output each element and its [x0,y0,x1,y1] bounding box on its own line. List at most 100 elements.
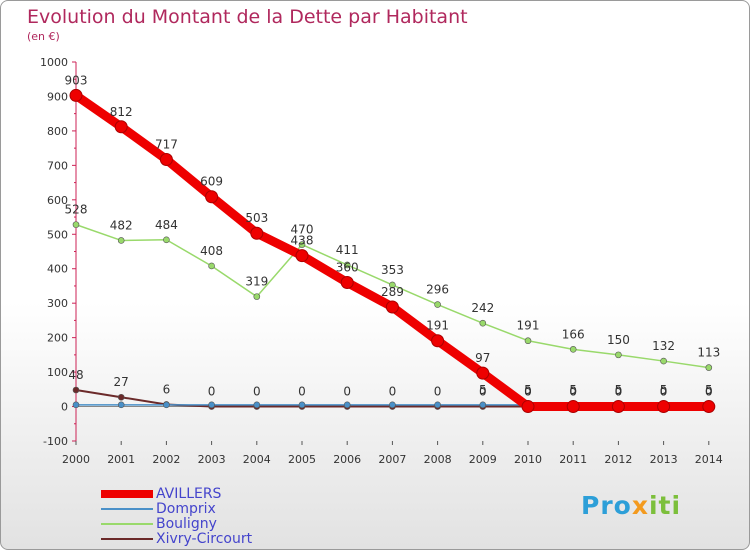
x-tick-label: 2004 [243,453,271,466]
data-label: 528 [65,203,88,217]
data-label: 27 [114,375,129,389]
data-label: 132 [652,339,675,353]
data-label: 438 [291,234,314,248]
y-tick-label: 0 [61,401,68,414]
data-label: 242 [471,301,494,315]
data-point [479,319,487,327]
data-label: 296 [426,283,449,297]
x-tick-label: 2012 [604,453,632,466]
data-point [114,120,128,134]
data-point [208,262,215,270]
data-point [298,241,306,248]
data-point [205,190,219,204]
data-point [389,401,396,409]
data-point [524,337,532,345]
legend-item: Xivry-Circourt [101,531,321,547]
data-label: 191 [426,319,449,333]
data-label: 408 [200,244,223,258]
data-label: 0 [479,385,487,399]
data-label: 470 [291,223,314,237]
data-point [340,276,354,290]
data-point [163,236,170,244]
data-label: 609 [200,175,223,189]
data-label: 0 [208,385,216,399]
data-point [569,346,577,353]
data-label: 812 [110,105,133,119]
x-tick-label: 2009 [469,453,497,466]
legend-swatch [101,490,153,498]
data-label: 0 [524,385,532,399]
y-tick-label: 200 [47,332,68,345]
data-point [72,386,80,394]
legend-swatch [101,538,153,540]
legend: AVILLERS Domprix Bouligny Xivry-Circourt [101,486,321,547]
data-label: 482 [110,218,133,232]
data-label: 289 [381,285,404,299]
data-point [389,281,396,289]
x-tick-label: 2014 [695,453,723,466]
logo-part-3: iti [648,491,682,520]
logo-part-1: Pro [581,491,632,520]
y-tick-label: 300 [47,297,68,310]
data-point [476,366,490,380]
y-tick-label: 100 [47,366,68,379]
data-point [343,401,351,409]
logo-part-2: x [631,491,649,520]
data-point [657,400,671,414]
data-label: 0 [569,385,577,399]
x-tick-label: 2002 [152,453,180,466]
data-point [343,261,351,269]
data-label: 5 [569,383,577,397]
y-tick-label: 1000 [40,56,68,69]
legend-item: AVILLERS [101,486,321,502]
y-tick-label: 500 [47,228,68,241]
x-tick-label: 2008 [424,453,452,466]
y-tick-label: 400 [47,263,68,276]
data-label: 484 [155,218,178,232]
line-chart: -100010020030040050060070080090010002000… [40,56,723,466]
chart-subtitle: (en €) [27,30,60,43]
x-tick-label: 2006 [333,453,361,466]
legend-swatch [101,523,153,525]
chart-title: Evolution du Montant de la Dette par Hab… [27,6,468,28]
data-point [705,364,713,371]
legend-swatch [101,508,153,510]
x-tick-label: 2013 [650,453,678,466]
data-point [298,401,306,409]
data-label: 166 [562,327,585,341]
data-label: 5 [479,383,487,397]
legend-label: Domprix [156,501,216,517]
data-point [434,401,441,409]
data-point [163,401,170,409]
data-point [72,401,80,409]
data-point [250,226,264,240]
data-point [159,153,173,167]
y-tick-label: 800 [47,125,68,138]
data-label: 0 [253,385,261,399]
data-point [431,334,445,348]
x-tick-label: 2011 [559,453,587,466]
x-tick-label: 2007 [378,453,406,466]
proxiti-logo: Proxiti [581,491,681,520]
data-label: 903 [65,73,88,87]
data-label: 191 [517,319,540,333]
data-label: 6 [163,382,171,396]
data-point [295,249,309,263]
data-label: 360 [336,261,359,275]
data-label: 0 [660,385,668,399]
x-tick-label: 2010 [514,453,542,466]
data-point [117,401,125,409]
data-point [566,400,580,414]
data-label: 97 [475,351,490,365]
data-point [117,393,125,401]
data-label: 353 [381,263,404,277]
data-point [253,293,261,300]
data-label: 0 [524,385,532,399]
data-label: 0 [705,385,713,399]
x-tick-label: 2000 [62,453,90,466]
data-point [615,351,622,359]
data-label: 0 [615,385,623,399]
y-tick-label: 900 [47,90,68,103]
data-point [660,357,667,365]
